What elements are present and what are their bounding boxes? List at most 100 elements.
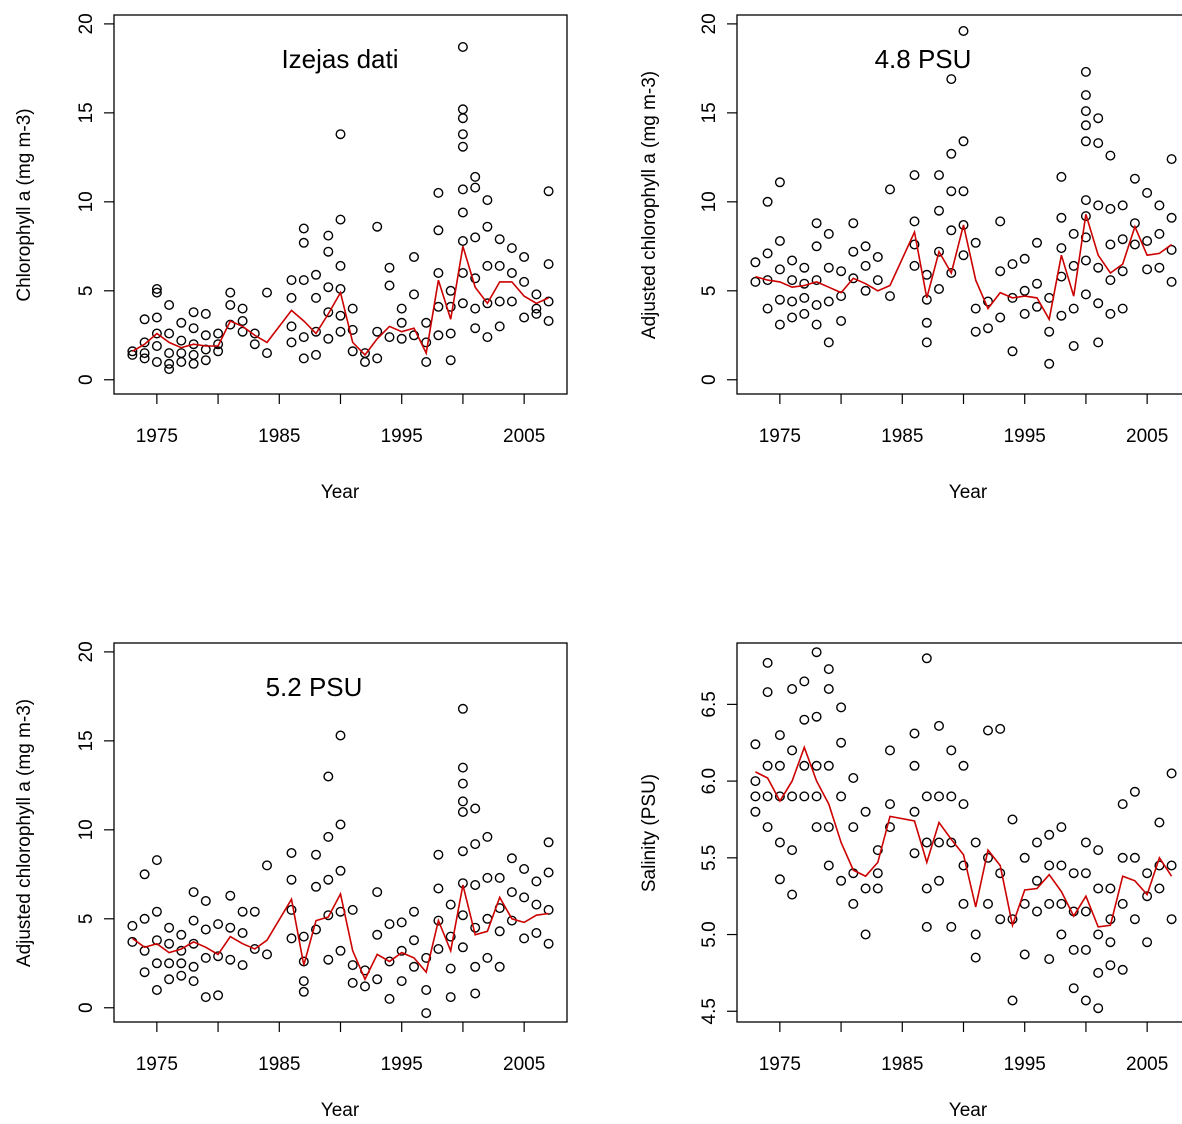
data-point bbox=[335, 945, 346, 956]
data-point bbox=[787, 684, 798, 695]
data-point bbox=[860, 806, 871, 817]
data-point bbox=[921, 653, 932, 664]
data-point bbox=[286, 321, 297, 332]
data-point bbox=[335, 260, 346, 271]
data-point bbox=[237, 906, 248, 917]
data-point bbox=[1044, 954, 1055, 965]
data-point bbox=[384, 919, 395, 930]
data-point bbox=[494, 321, 505, 332]
data-point bbox=[506, 296, 517, 307]
data-point bbox=[384, 262, 395, 273]
x-tick-label: 1985 bbox=[258, 426, 300, 447]
data-point bbox=[921, 337, 932, 348]
data-point bbox=[1007, 346, 1018, 357]
data-point bbox=[1093, 337, 1104, 348]
data-point bbox=[934, 205, 945, 216]
data-point bbox=[164, 364, 175, 375]
data-point bbox=[995, 723, 1006, 734]
data-point bbox=[1129, 914, 1140, 925]
data-point bbox=[298, 275, 309, 286]
data-point bbox=[1142, 868, 1153, 879]
data-point bbox=[1154, 200, 1165, 211]
data-point bbox=[848, 773, 859, 784]
data-point bbox=[311, 269, 322, 280]
data-point bbox=[506, 268, 517, 279]
panel-annotation: 4.8 PSU bbox=[875, 44, 972, 74]
axes: 1975 1985 1995 2005 0 5 10 15 20 bbox=[76, 641, 545, 1075]
data-point bbox=[127, 346, 138, 357]
data-point bbox=[200, 924, 211, 935]
data-point bbox=[1019, 308, 1030, 319]
data-point bbox=[1080, 995, 1091, 1006]
data-point bbox=[860, 883, 871, 894]
data-point bbox=[531, 289, 542, 300]
data-point bbox=[323, 282, 334, 293]
data-point bbox=[347, 324, 358, 335]
data-point bbox=[237, 928, 248, 939]
data-point bbox=[433, 883, 444, 894]
y-tick-label: 5.5 bbox=[699, 845, 720, 871]
data-point bbox=[543, 186, 554, 197]
data-point bbox=[445, 992, 456, 1003]
y-axis-label: Chlorophyll a (mg m-3) bbox=[14, 108, 35, 301]
data-point bbox=[311, 292, 322, 303]
data-point bbox=[457, 778, 468, 789]
data-point bbox=[372, 326, 383, 337]
data-point bbox=[1080, 255, 1091, 266]
data-point bbox=[519, 933, 530, 944]
data-point bbox=[823, 337, 834, 348]
data-point bbox=[409, 251, 420, 262]
data-point bbox=[934, 837, 945, 848]
data-point bbox=[1142, 937, 1153, 948]
data-point bbox=[249, 339, 260, 350]
data-point bbox=[151, 284, 162, 295]
data-point bbox=[823, 822, 834, 833]
data-point bbox=[1044, 829, 1055, 840]
data-point bbox=[225, 890, 236, 901]
data-point bbox=[164, 348, 175, 359]
data-point bbox=[188, 307, 199, 318]
x-tick-label: 1995 bbox=[1004, 1054, 1046, 1075]
data-point bbox=[262, 287, 273, 298]
data-point bbox=[1056, 860, 1067, 871]
data-point bbox=[482, 332, 493, 343]
x-tick-label: 1985 bbox=[881, 1054, 923, 1075]
data-point bbox=[946, 148, 957, 159]
data-point bbox=[200, 952, 211, 963]
data-point bbox=[872, 845, 883, 856]
data-point bbox=[457, 910, 468, 921]
data-point bbox=[958, 186, 969, 197]
data-point bbox=[457, 235, 468, 246]
data-point bbox=[457, 846, 468, 857]
data-point bbox=[1056, 929, 1067, 940]
panel-annotation: 5.2 PSU bbox=[266, 672, 363, 702]
data-point bbox=[384, 280, 395, 291]
axes: 1975 1985 1995 2005 0 5 10 15 20 bbox=[76, 13, 545, 447]
scatter-points bbox=[750, 26, 1177, 369]
data-point bbox=[470, 303, 481, 314]
data-point bbox=[1007, 995, 1018, 1006]
data-point bbox=[750, 776, 761, 787]
y-tick-label: 6.5 bbox=[699, 691, 720, 717]
data-point bbox=[213, 919, 224, 930]
data-point bbox=[1056, 171, 1067, 182]
data-point bbox=[1154, 817, 1165, 828]
data-point bbox=[823, 296, 834, 307]
trend-line bbox=[755, 744, 1173, 929]
data-point bbox=[1142, 187, 1153, 198]
data-point bbox=[774, 760, 785, 771]
data-point bbox=[958, 250, 969, 261]
data-point bbox=[1044, 898, 1055, 909]
data-point bbox=[1117, 964, 1128, 975]
data-point bbox=[482, 298, 493, 309]
data-point bbox=[298, 986, 309, 997]
data-point bbox=[506, 243, 517, 254]
data-point bbox=[482, 952, 493, 963]
axes: 1975 1985 1995 2005 0 5 10 15 20 bbox=[699, 13, 1168, 447]
data-point bbox=[225, 954, 236, 965]
y-tick-label: 20 bbox=[76, 13, 97, 34]
data-point bbox=[470, 323, 481, 334]
data-point bbox=[1031, 278, 1042, 289]
data-point bbox=[787, 296, 798, 307]
